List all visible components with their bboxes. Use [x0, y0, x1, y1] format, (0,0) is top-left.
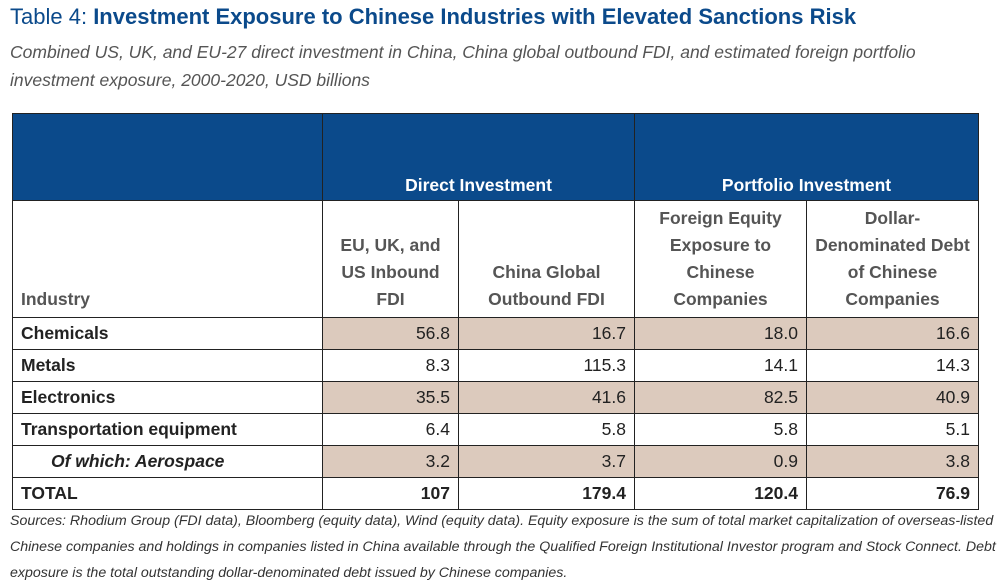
- table-row: TOTAL 107 179.4 120.4 76.9: [12, 477, 979, 510]
- cell: 5.8: [634, 413, 807, 446]
- column-header: Dollar-Denominated Debt of Chinese Compa…: [806, 200, 979, 318]
- table-row: Metals 8.3 115.3 14.1 14.3: [12, 349, 979, 382]
- table-label: Table 4:: [10, 4, 88, 29]
- table-row: Chemicals 56.8 16.7 18.0 16.6: [12, 317, 979, 350]
- cell: 16.6: [806, 317, 979, 350]
- cell: 3.8: [806, 445, 979, 478]
- column-header: EU, UK, and US Inbound FDI: [322, 200, 459, 318]
- cell: 3.7: [458, 445, 635, 478]
- title: Table 4: Investment Exposure to Chinese …: [10, 4, 856, 30]
- cell: 76.9: [806, 477, 979, 510]
- cell: 120.4: [634, 477, 807, 510]
- subtitle: Combined US, UK, and EU-27 direct invest…: [10, 42, 916, 90]
- row-label: Electronics: [12, 381, 323, 414]
- cell: 5.1: [806, 413, 979, 446]
- cell: 5.8: [458, 413, 635, 446]
- cell: 18.0: [634, 317, 807, 350]
- table-row: Of which: Aerospace 3.2 3.7 0.9 3.8: [12, 445, 979, 478]
- cell: 56.8: [322, 317, 459, 350]
- cell: 8.3: [322, 349, 459, 382]
- cell: 179.4: [458, 477, 635, 510]
- group-header: Portfolio Investment: [634, 113, 979, 201]
- table-row: Transportation equipment 6.4 5.8 5.8 5.1: [12, 413, 979, 446]
- group-header-row: Direct Investment Portfolio Investment: [12, 113, 979, 201]
- cell: 82.5: [634, 381, 807, 414]
- column-header: Foreign Equity Exposure to Chinese Compa…: [634, 200, 807, 318]
- row-label: Transportation equipment: [12, 413, 323, 446]
- column-header-row: Industry EU, UK, and US Inbound FDI China …: [12, 200, 979, 318]
- cell: 41.6: [458, 381, 635, 414]
- header-cell: [12, 113, 323, 201]
- row-label: Chemicals: [12, 317, 323, 350]
- cell: 107: [322, 477, 459, 510]
- table-row: Electronics 35.5 41.6 82.5 40.9: [12, 381, 979, 414]
- cell: 40.9: [806, 381, 979, 414]
- row-label: TOTAL: [12, 477, 323, 510]
- column-header: China Global Outbound FDI: [458, 200, 635, 318]
- table-title: Investment Exposure to Chinese Industrie…: [93, 4, 857, 29]
- column-header: Industry: [12, 200, 323, 318]
- cell: 0.9: [634, 445, 807, 478]
- cell: 3.2: [322, 445, 459, 478]
- row-label: Of which: Aerospace: [12, 445, 323, 478]
- group-header: Direct Investment: [322, 113, 635, 201]
- cell: 35.5: [322, 381, 459, 414]
- cell: 115.3: [458, 349, 635, 382]
- row-label: Metals: [12, 349, 323, 382]
- cell: 14.1: [634, 349, 807, 382]
- cell: 6.4: [322, 413, 459, 446]
- cell: 14.3: [806, 349, 979, 382]
- cell: 16.7: [458, 317, 635, 350]
- footnote: Sources: Rhodium Group (FDI data), Bloom…: [10, 513, 996, 581]
- table: Direct Investment Portfolio Investment Ind…: [12, 113, 979, 510]
